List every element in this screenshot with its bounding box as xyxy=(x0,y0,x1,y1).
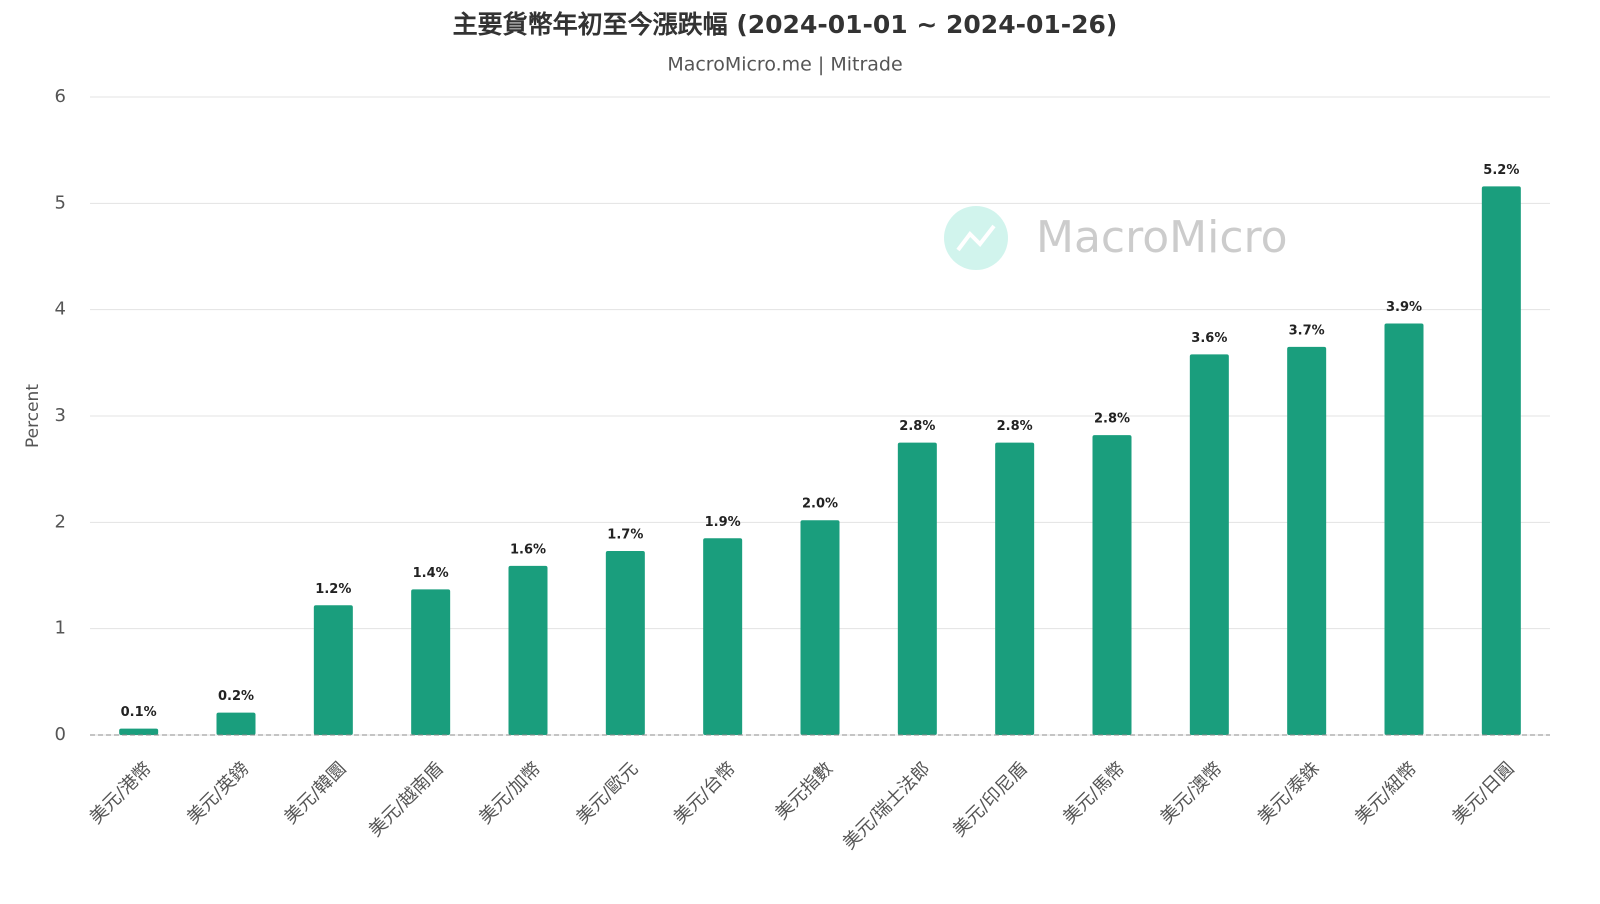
bar xyxy=(119,728,159,735)
bar xyxy=(703,538,743,735)
y-axis-label: Percent xyxy=(23,384,43,448)
data-label: 5.2% xyxy=(1483,163,1519,178)
data-label: 1.2% xyxy=(315,582,351,597)
x-tick-label: 美元/泰銖 xyxy=(1254,758,1324,828)
y-tick-label: 3 xyxy=(55,405,66,426)
data-label: 1.7% xyxy=(607,528,643,543)
bar xyxy=(1481,186,1521,735)
data-label: 1.6% xyxy=(510,542,546,557)
bar xyxy=(897,442,937,735)
x-tick-label: 美元/澳幣 xyxy=(1156,758,1226,828)
x-tick-label: 美元/紐幣 xyxy=(1351,758,1421,828)
x-tick-label: 美元/韓圜 xyxy=(280,758,350,828)
data-label: 2.8% xyxy=(899,419,935,434)
data-label: 2.0% xyxy=(802,497,838,512)
bar xyxy=(1092,435,1132,735)
x-tick-label: 美元/越南盾 xyxy=(365,758,448,841)
x-tick-label: 美元/加幣 xyxy=(475,758,545,828)
x-tick-label: 美元指數 xyxy=(771,758,837,824)
bar xyxy=(1287,346,1327,735)
chart-title: 主要貨幣年初至今漲跌幅 (2024-01-01 ~ 2024-01-26) xyxy=(453,10,1118,39)
y-tick-label: 6 xyxy=(55,86,66,107)
x-tick-label: 美元/港幣 xyxy=(86,758,156,828)
x-tick-label: 美元/印尼盾 xyxy=(949,758,1032,841)
bar xyxy=(411,589,451,735)
data-label: 3.7% xyxy=(1289,323,1325,338)
data-label: 3.9% xyxy=(1386,300,1422,315)
bar xyxy=(1384,323,1424,735)
bar xyxy=(216,712,256,735)
watermark: MacroMicro xyxy=(1036,212,1288,263)
y-tick-label: 5 xyxy=(55,192,66,213)
x-tick-label: 美元/英鎊 xyxy=(183,758,253,828)
data-label: 0.2% xyxy=(218,689,254,704)
y-tick-label: 0 xyxy=(55,724,66,745)
bar xyxy=(508,565,548,735)
data-label: 2.8% xyxy=(997,419,1033,434)
bar xyxy=(1189,354,1229,735)
x-tick-label: 美元/台幣 xyxy=(670,758,740,828)
y-tick-label: 1 xyxy=(55,618,66,639)
data-label: 3.6% xyxy=(1191,331,1227,346)
watermark-logo xyxy=(944,206,1008,270)
y-tick-label: 2 xyxy=(55,511,66,532)
x-tick-label: 美元/日圓 xyxy=(1448,758,1518,828)
x-tick-label: 美元/馬幣 xyxy=(1059,758,1129,828)
bar xyxy=(995,442,1035,735)
x-tick-label: 美元/瑞士法郎 xyxy=(839,758,935,854)
data-label: 1.9% xyxy=(705,515,741,530)
data-label: 0.1% xyxy=(121,705,157,720)
x-tick-label: 美元/歐元 xyxy=(572,758,642,828)
data-label: 2.8% xyxy=(1094,412,1130,427)
chart-subtitle: MacroMicro.me | Mitrade xyxy=(667,54,902,76)
bar xyxy=(605,551,645,735)
bar xyxy=(800,520,840,735)
y-tick-label: 4 xyxy=(55,299,66,320)
data-label: 1.4% xyxy=(413,566,449,581)
bar xyxy=(313,605,353,735)
